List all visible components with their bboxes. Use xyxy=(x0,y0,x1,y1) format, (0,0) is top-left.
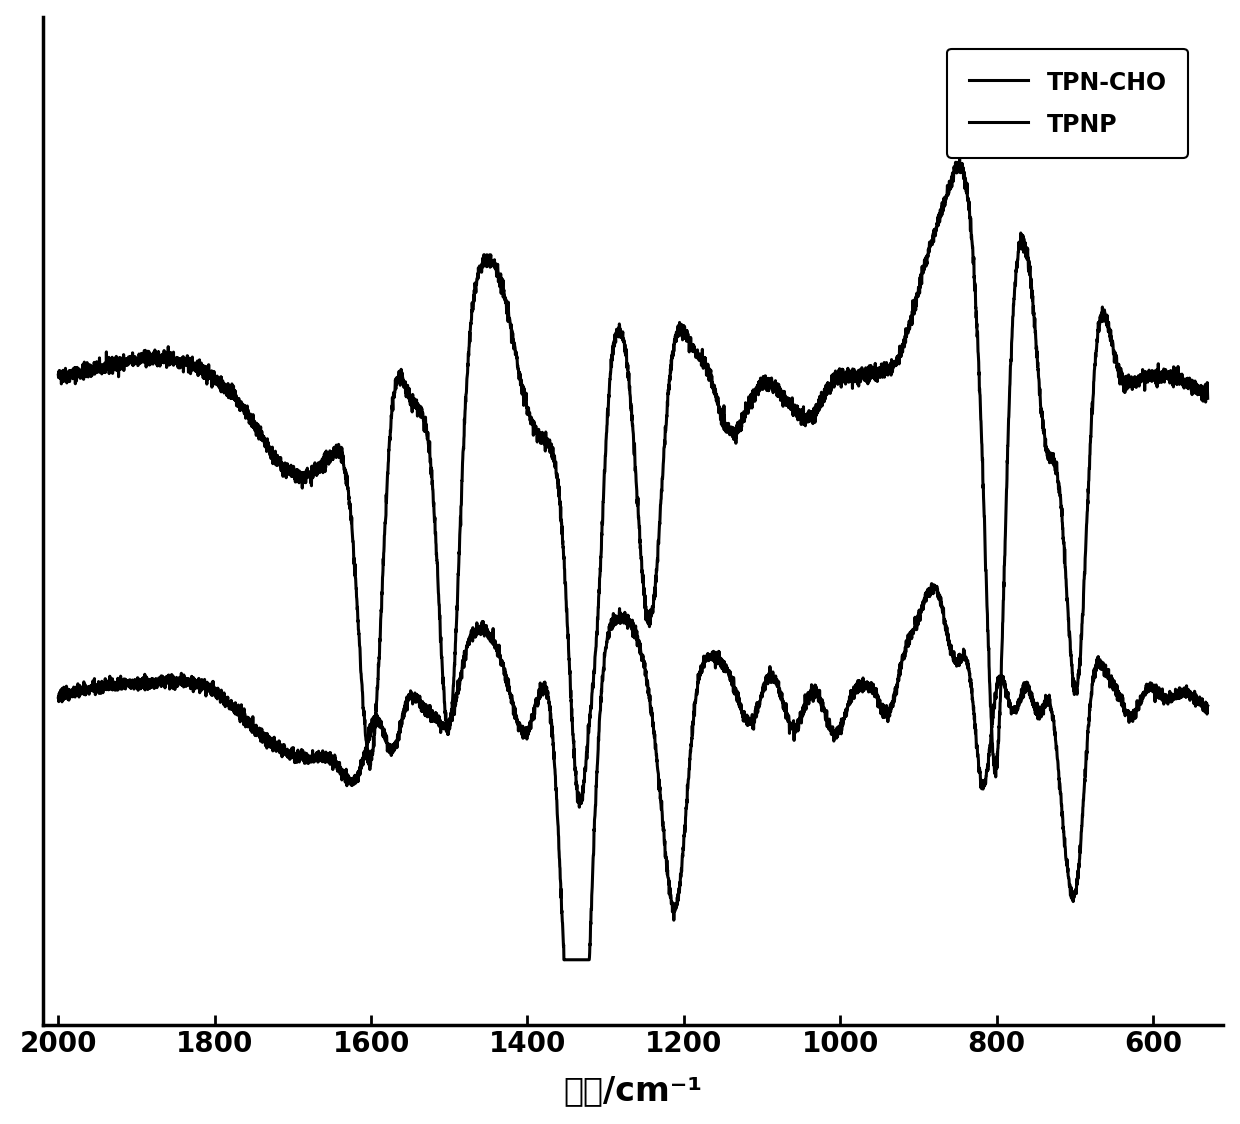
Line: TPNP: TPNP xyxy=(58,583,1208,960)
TPNP xyxy=(1200,699,1215,713)
TPN-CHO xyxy=(1200,391,1215,405)
Line: TPN-CHO: TPN-CHO xyxy=(58,158,1208,807)
TPNP xyxy=(557,953,572,967)
X-axis label: 波长/cm⁻¹: 波长/cm⁻¹ xyxy=(563,1075,703,1107)
TPNP xyxy=(924,577,939,590)
TPNP xyxy=(799,702,813,716)
TPN-CHO xyxy=(996,575,1011,589)
TPN-CHO xyxy=(952,152,967,165)
TPN-CHO xyxy=(740,400,755,414)
TPNP xyxy=(740,709,755,723)
TPN-CHO xyxy=(909,296,924,309)
TPNP xyxy=(259,727,274,741)
TPNP xyxy=(51,690,66,704)
TPN-CHO xyxy=(572,800,587,814)
TPNP xyxy=(490,650,505,663)
TPN-CHO xyxy=(490,259,505,272)
TPNP xyxy=(909,618,924,632)
TPN-CHO xyxy=(51,369,66,382)
TPN-CHO xyxy=(799,409,813,423)
TPN-CHO xyxy=(259,437,274,451)
Legend: TPN-CHO, TPNP: TPN-CHO, TPNP xyxy=(947,48,1188,157)
TPNP xyxy=(996,673,1011,687)
